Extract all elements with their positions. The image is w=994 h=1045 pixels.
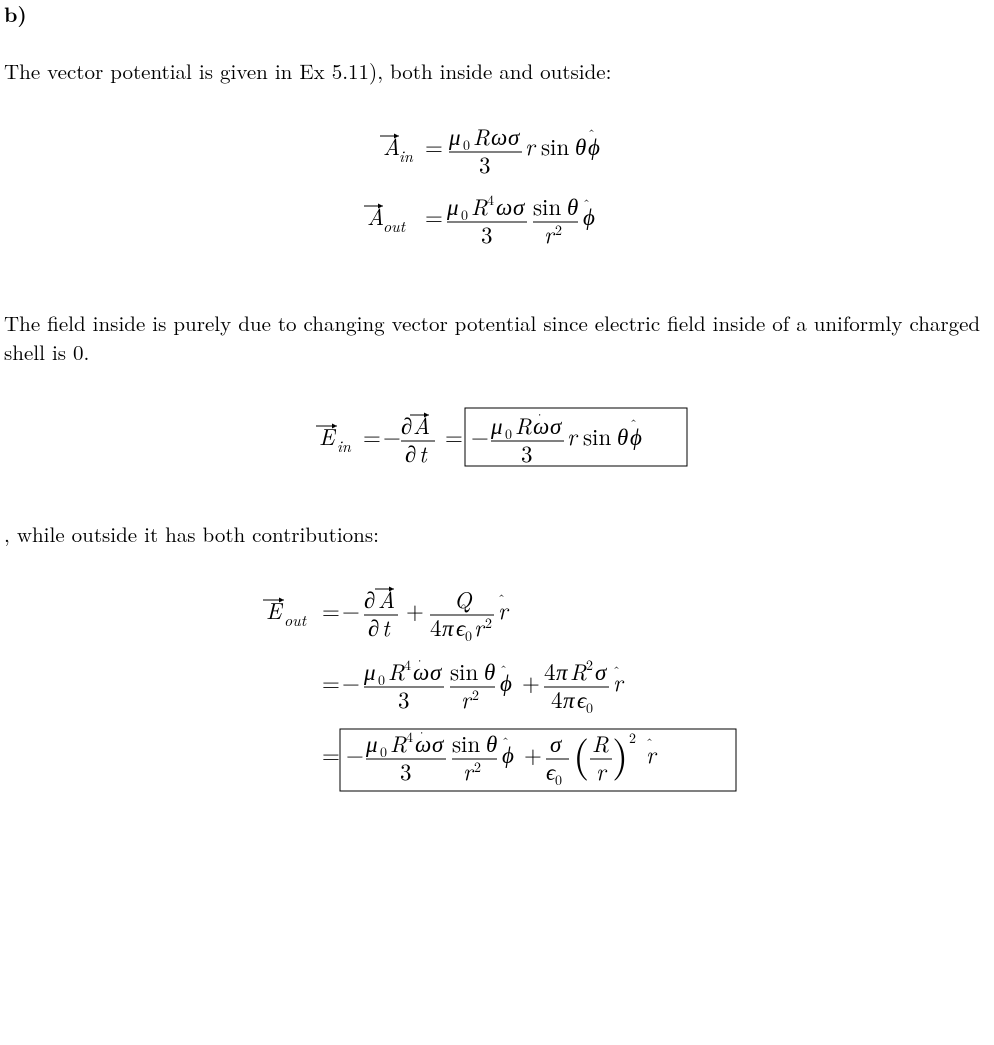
svg-text:σ: σ: [430, 654, 443, 687]
svg-text:−: −: [346, 737, 364, 770]
svg-text:=: =: [425, 199, 443, 232]
svg-text:˙: ˙: [418, 655, 421, 672]
svg-text:4: 4: [406, 727, 413, 747]
svg-text:θ: θ: [617, 419, 628, 452]
svg-text:3: 3: [398, 682, 410, 715]
svg-text:σ: σ: [595, 654, 608, 687]
svg-text:3: 3: [479, 147, 491, 180]
svg-text:2: 2: [472, 685, 479, 705]
svg-text:ˆ: ˆ: [502, 732, 509, 752]
svg-text:E: E: [319, 419, 337, 452]
svg-text:−: −: [342, 593, 360, 626]
svg-text:−: −: [383, 419, 401, 452]
svg-text:˙: ˙: [420, 727, 423, 744]
svg-text:ˆ: ˆ: [500, 660, 507, 680]
svg-text:σ: σ: [508, 119, 521, 152]
svg-text:−: −: [342, 665, 360, 698]
svg-text:3: 3: [521, 436, 533, 469]
svg-text:ˆ: ˆ: [588, 124, 595, 144]
svg-text:σ: σ: [550, 408, 563, 441]
svg-text:ˆ: ˆ: [498, 589, 505, 609]
svg-text:−: −: [471, 419, 489, 452]
svg-text:0: 0: [465, 626, 472, 646]
svg-text:sin: sin: [541, 129, 569, 162]
equation-block-A: A in = μ 0 R ω σ 3 r sin θ: [4, 117, 990, 267]
svg-text:r: r: [567, 419, 579, 452]
svg-text:(: (: [573, 724, 589, 783]
equation-A-in-out: A in = μ 0 R ω σ 3 r sin θ: [317, 117, 677, 267]
svg-text:ˆ: ˆ: [630, 414, 637, 434]
svg-text:θ: θ: [567, 189, 578, 222]
equation-E-out: E out = − ∂ A ∂ t + Q 4: [172, 579, 822, 799]
paragraph-2: The field inside is purely due to changi…: [4, 309, 990, 368]
svg-text:θ: θ: [486, 726, 497, 759]
svg-text:2: 2: [629, 728, 636, 748]
svg-text:+: +: [406, 593, 424, 626]
svg-text:=: =: [322, 593, 340, 626]
paragraph-1: The vector potential is given in Ex 5.11…: [4, 57, 990, 86]
svg-text:∂: ∂: [368, 610, 379, 643]
svg-text:4: 4: [430, 610, 442, 643]
svg-text:ω: ω: [491, 119, 507, 152]
svg-text:r: r: [525, 129, 537, 162]
svg-text:ˆ: ˆ: [646, 733, 653, 753]
part-label: b): [4, 0, 990, 29]
svg-text:μ: μ: [490, 408, 503, 441]
svg-text:2: 2: [586, 655, 593, 675]
svg-text:=: =: [322, 737, 340, 770]
svg-text:A: A: [383, 129, 400, 162]
svg-text:4: 4: [551, 682, 563, 715]
svg-text:in: in: [399, 144, 414, 167]
svg-text:ˆ: ˆ: [583, 194, 590, 214]
equation-block-E-out: E out = − ∂ A ∂ t + Q 4: [4, 579, 990, 799]
svg-text:μ: μ: [365, 726, 378, 759]
svg-text:2: 2: [474, 757, 481, 777]
svg-text:σ: σ: [513, 189, 526, 222]
svg-text:=: =: [363, 419, 381, 452]
equation-block-E-in: E in = − ∂ A ∂ t = −: [4, 398, 990, 478]
svg-text:=: =: [425, 129, 443, 162]
svg-text:θ: θ: [575, 129, 586, 162]
svg-text:4: 4: [404, 655, 411, 675]
svg-text:=: =: [445, 419, 463, 452]
svg-text:A: A: [367, 199, 384, 232]
equation-E-in: E in = − ∂ A ∂ t = −: [237, 398, 757, 478]
svg-text:out: out: [383, 214, 406, 237]
svg-text:out: out: [284, 608, 307, 631]
svg-text:4: 4: [487, 190, 494, 210]
svg-text:3: 3: [481, 217, 493, 250]
svg-text:3: 3: [400, 754, 412, 787]
svg-text:0: 0: [555, 770, 562, 790]
svg-text:π: π: [563, 682, 576, 715]
svg-text:+: +: [522, 665, 540, 698]
svg-text:ω: ω: [496, 189, 512, 222]
svg-text:): ): [612, 724, 628, 783]
svg-text:ˆ: ˆ: [613, 661, 620, 681]
svg-text:E: E: [266, 593, 284, 626]
svg-text:+: +: [524, 737, 542, 770]
svg-text:μ: μ: [363, 654, 376, 687]
svg-text:sin: sin: [583, 419, 611, 452]
svg-text:˙: ˙: [538, 409, 541, 426]
svg-text:θ: θ: [484, 654, 495, 687]
svg-text:in: in: [337, 434, 352, 457]
svg-text:0: 0: [586, 698, 593, 718]
svg-text:2: 2: [555, 220, 562, 240]
svg-text:=: =: [322, 665, 340, 698]
svg-text:2: 2: [485, 613, 492, 633]
paragraph-3: , while outside it has both contribution…: [4, 520, 990, 549]
svg-text:μ: μ: [448, 119, 461, 152]
svg-text:σ: σ: [432, 726, 445, 759]
svg-text:μ: μ: [446, 189, 459, 222]
svg-text:∂: ∂: [405, 436, 416, 469]
svg-text:π: π: [442, 610, 455, 643]
